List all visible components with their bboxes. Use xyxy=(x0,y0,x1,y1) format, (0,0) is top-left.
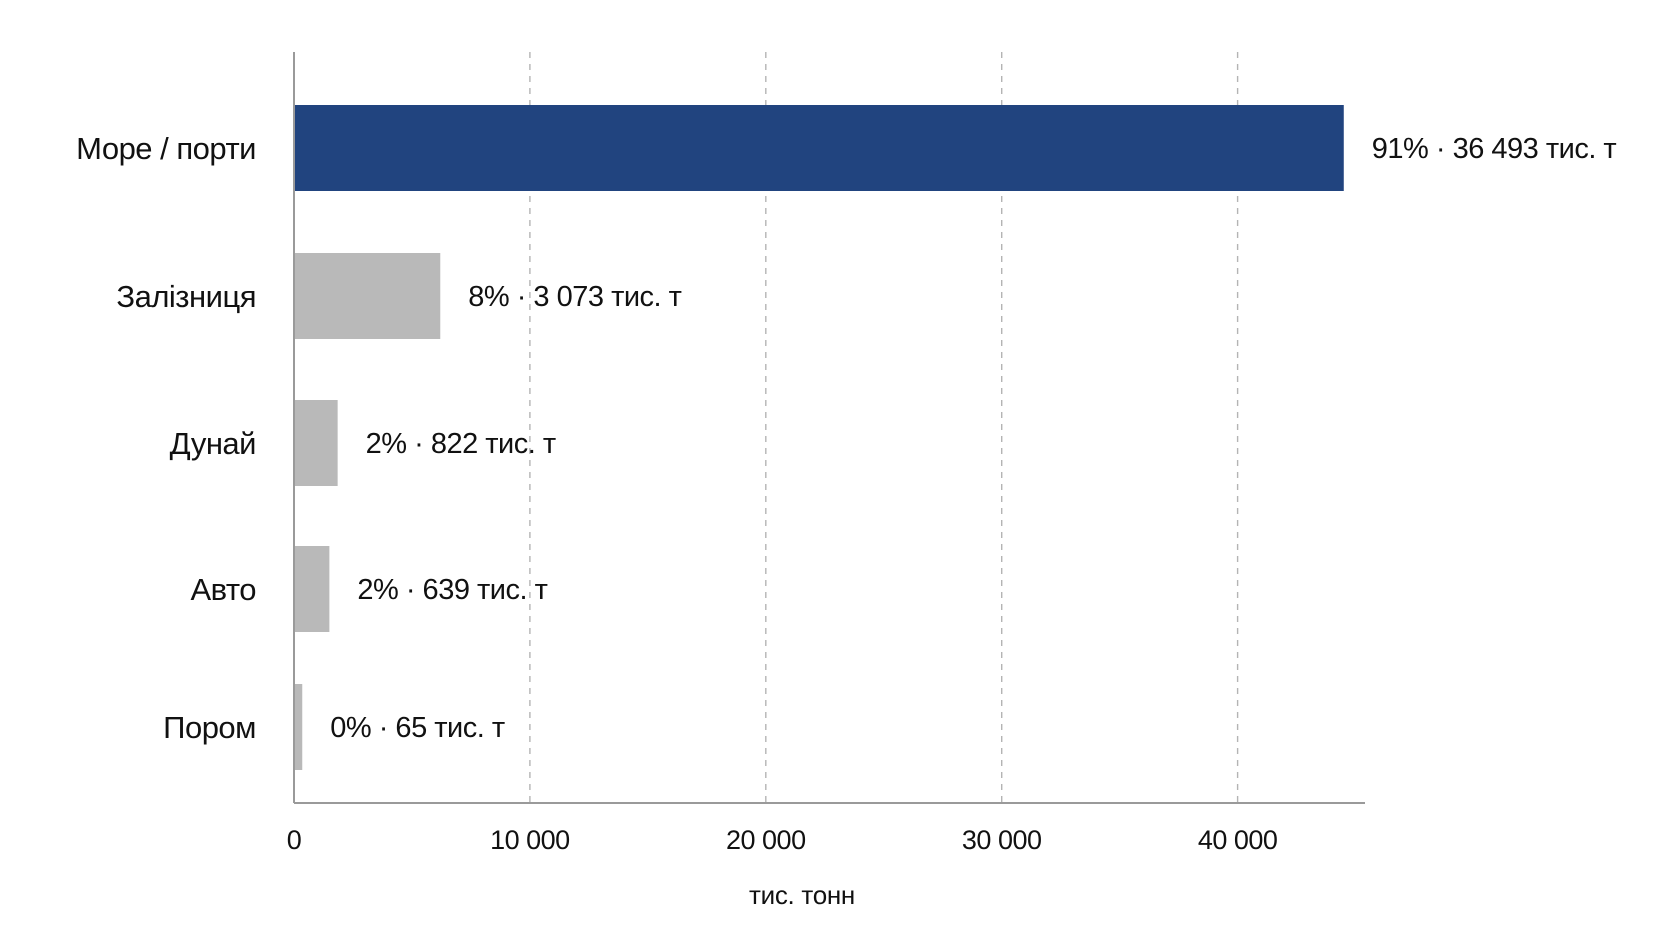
axes xyxy=(293,52,1365,804)
category-label-1: Море / порти xyxy=(76,131,256,166)
category-label-4: Авто xyxy=(190,572,256,607)
x-tick-label-3: 30 000 xyxy=(962,825,1042,855)
category-label-3: Дунай xyxy=(170,426,256,461)
bar-3 xyxy=(294,400,338,486)
bar-4 xyxy=(294,546,330,632)
category-label-2: Залізниця xyxy=(116,279,256,314)
x-axis-title: тис. тонн xyxy=(749,880,855,910)
x-tick-label-0: 0 xyxy=(287,825,302,855)
bar-2 xyxy=(294,253,441,339)
bars xyxy=(294,105,1344,770)
value-label-5: 0% · 65 тис. т xyxy=(330,712,505,744)
bar-5 xyxy=(294,684,303,770)
value-label-4: 2% · 639 тис. т xyxy=(357,574,547,606)
value-label-3: 2% · 822 тис. т xyxy=(366,428,556,460)
x-tick-label-2: 20 000 xyxy=(726,825,806,855)
value-label-2: 8% · 3 073 тис. т xyxy=(468,281,681,313)
x-tick-label-1: 10 000 xyxy=(490,825,570,855)
category-label-5: Пором xyxy=(163,710,256,745)
bar-1 xyxy=(294,105,1344,191)
value-label-1: 91% · 36 493 тис. т xyxy=(1372,133,1617,165)
labels: 91% · 36 493 тис. т Море / порти 8% · 3 07… xyxy=(76,131,1617,855)
x-tick-label-4: 40 000 xyxy=(1198,825,1278,855)
